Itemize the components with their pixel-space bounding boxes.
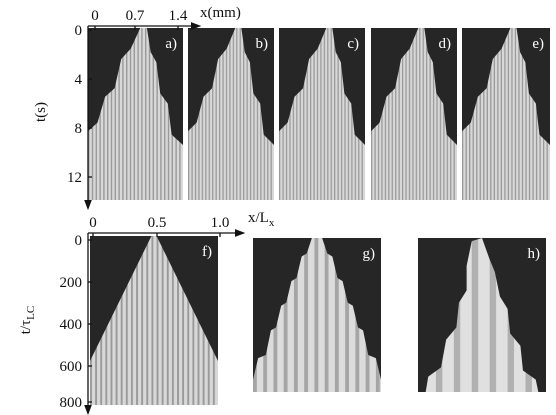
pattern-region bbox=[279, 28, 365, 200]
panel-label: b) bbox=[256, 36, 269, 52]
panel-image bbox=[462, 28, 550, 200]
panel-image bbox=[279, 28, 365, 200]
panel-image bbox=[418, 238, 546, 392]
y-tick-label: 4 bbox=[75, 72, 83, 88]
panel-label: f) bbox=[202, 244, 212, 260]
panel-image bbox=[188, 28, 274, 200]
panel-image bbox=[371, 28, 457, 200]
x-tick-label: 1.0 bbox=[211, 215, 230, 231]
x-tick-label: 0.5 bbox=[148, 215, 167, 231]
x-label-main: x/L bbox=[248, 210, 269, 226]
panel-label: a) bbox=[165, 36, 177, 52]
y-tick-label: 0 bbox=[75, 233, 83, 249]
panel-label: e) bbox=[532, 36, 544, 52]
y-tick-label: 400 bbox=[60, 317, 83, 333]
x-tick-label: 0 bbox=[91, 8, 99, 24]
y-tick-label: 200 bbox=[60, 275, 83, 291]
x-tick-label: 1.4 bbox=[169, 8, 188, 24]
pattern-region bbox=[188, 28, 274, 200]
y-tick-label: 600 bbox=[60, 359, 83, 375]
panel-image bbox=[253, 238, 381, 392]
y-label: t/τLC bbox=[18, 306, 37, 334]
y-tick-label: 0 bbox=[75, 23, 83, 39]
pattern-region bbox=[88, 28, 183, 200]
x-label: x(mm) bbox=[200, 5, 241, 21]
y-tick-label: 800 bbox=[60, 395, 83, 411]
y-label: t(s) bbox=[33, 102, 49, 122]
x-label-sub: x bbox=[269, 217, 275, 229]
y-label-main: t/τ bbox=[18, 320, 34, 334]
pattern-region bbox=[253, 238, 381, 392]
y-label-sub: LC bbox=[25, 306, 37, 320]
y-tick-label: 12 bbox=[67, 170, 82, 186]
x-tick-label: 0.7 bbox=[126, 8, 145, 24]
panel-label: g) bbox=[363, 246, 376, 262]
panel-label: c) bbox=[347, 36, 359, 52]
panel-image bbox=[88, 28, 183, 200]
pattern-region bbox=[425, 238, 539, 392]
panel-label: h) bbox=[528, 246, 541, 262]
pattern-region bbox=[90, 236, 218, 405]
panel-label: d) bbox=[439, 36, 452, 52]
panel-image bbox=[90, 236, 218, 405]
x-label: x/Lx bbox=[248, 210, 275, 229]
x-tick-label: 0 bbox=[89, 215, 97, 231]
y-tick-label: 8 bbox=[75, 121, 83, 137]
pattern-region bbox=[462, 28, 550, 200]
pattern-region bbox=[371, 28, 457, 200]
